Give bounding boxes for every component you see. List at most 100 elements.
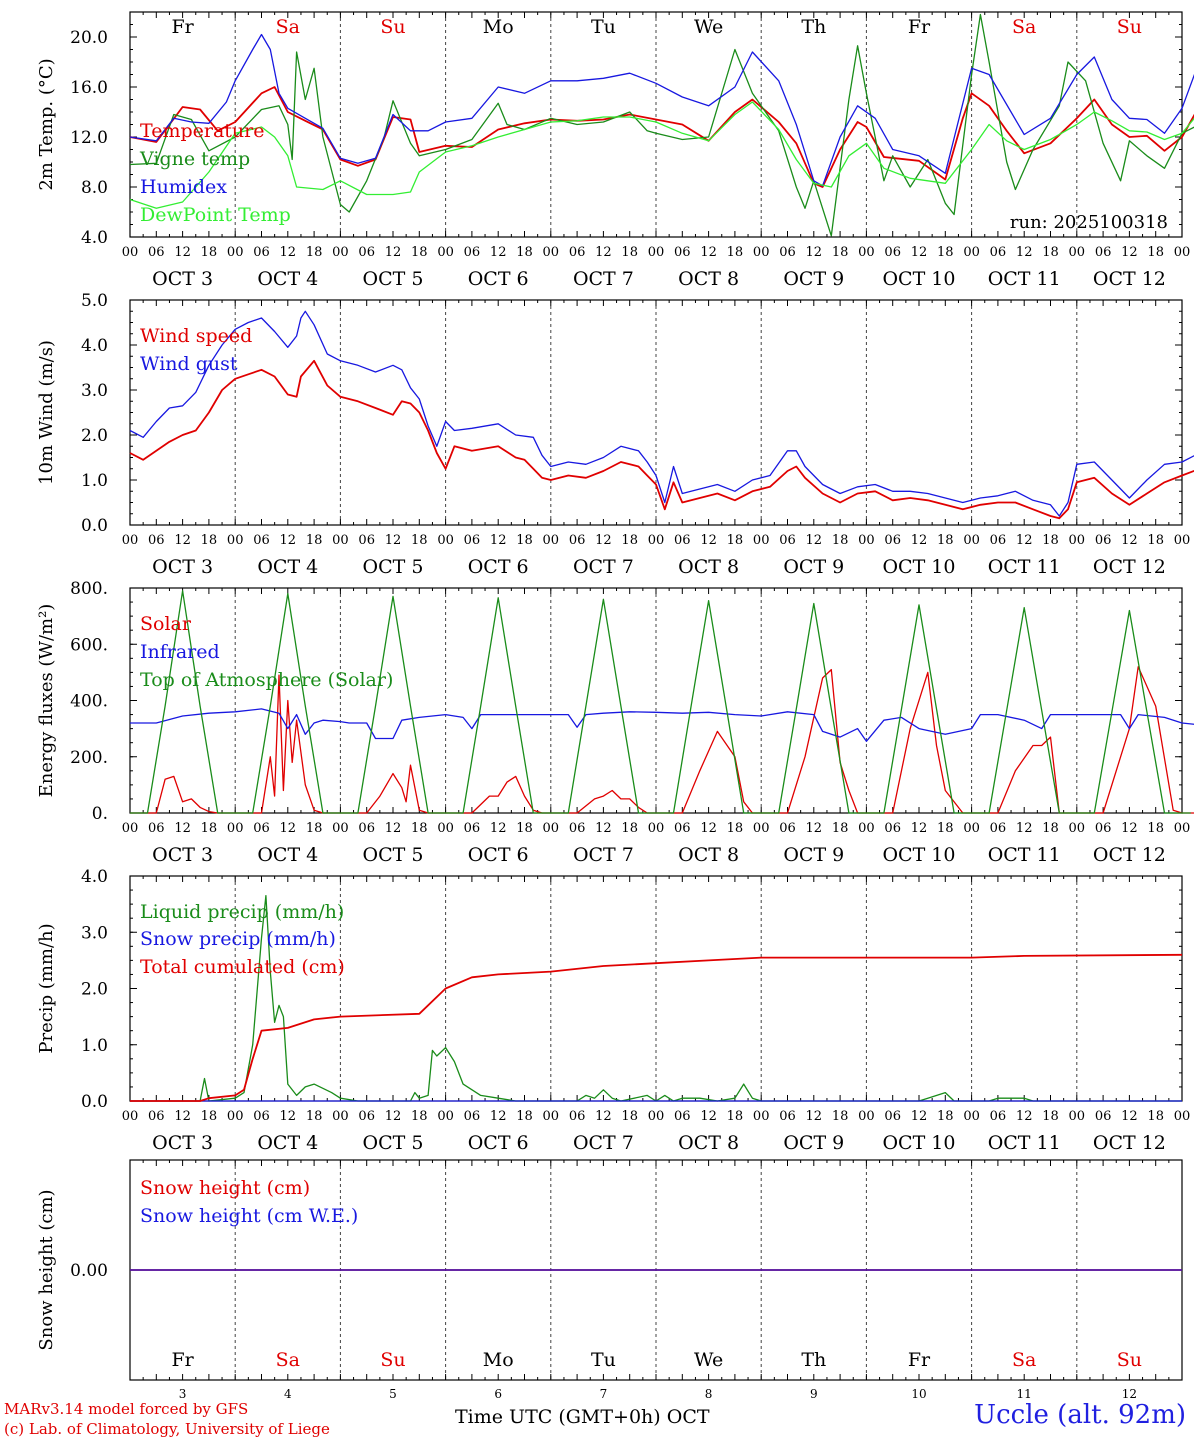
hour-tick-label: 00 bbox=[332, 1109, 349, 1124]
hour-tick-label: 06 bbox=[464, 245, 481, 260]
y-tick-label: 400. bbox=[70, 692, 108, 712]
hour-tick-label: 12 bbox=[700, 1109, 717, 1124]
hour-tick-label: 12 bbox=[911, 533, 928, 548]
hour-tick-label: 06 bbox=[884, 245, 901, 260]
hour-tick-label: 12 bbox=[806, 1109, 823, 1124]
hour-tick-label: 12 bbox=[490, 1109, 507, 1124]
hour-tick-label: 00 bbox=[858, 821, 875, 836]
hour-tick-label: 12 bbox=[280, 1109, 297, 1124]
hour-tick-label: 06 bbox=[779, 1109, 796, 1124]
y-tick-label: 3.0 bbox=[81, 381, 108, 401]
legend-entry: Snow height (cm) bbox=[140, 1177, 310, 1199]
y-tick-label: 5.0 bbox=[81, 291, 108, 311]
hour-tick-label: 18 bbox=[621, 533, 638, 548]
hour-tick-label: 06 bbox=[569, 533, 586, 548]
hour-tick-label: 06 bbox=[990, 245, 1007, 260]
hour-tick-label: 18 bbox=[1042, 245, 1059, 260]
y-tick-label: 0.00 bbox=[70, 1261, 108, 1281]
date-label: OCT 3 bbox=[152, 268, 213, 290]
hour-tick-label: 12 bbox=[385, 245, 402, 260]
series-line-infrared bbox=[130, 708, 1194, 742]
hour-tick-label: 06 bbox=[674, 1109, 691, 1124]
hour-tick-label: 18 bbox=[411, 245, 428, 260]
hour-tick-label: 06 bbox=[990, 821, 1007, 836]
hour-tick-label: 18 bbox=[306, 533, 323, 548]
date-label: OCT 4 bbox=[257, 556, 318, 578]
hour-tick-label: 00 bbox=[648, 1109, 665, 1124]
hour-tick-label: 00 bbox=[227, 245, 244, 260]
series-line-top-of-atmosphere-solar bbox=[130, 590, 1191, 814]
hour-tick-label: 06 bbox=[464, 533, 481, 548]
hour-tick-label: 12 bbox=[490, 245, 507, 260]
hour-tick-label: 18 bbox=[621, 1109, 638, 1124]
y-tick-label: 4.0 bbox=[81, 867, 108, 887]
hour-tick-label: 18 bbox=[727, 821, 744, 836]
series-line-total-cumulated-cm bbox=[130, 953, 1183, 1102]
y-tick-label: 0.0 bbox=[81, 1092, 108, 1112]
date-label: OCT 10 bbox=[882, 268, 955, 290]
series-line-vigne-temp bbox=[129, 13, 1194, 237]
hour-tick-label: 12 bbox=[700, 533, 717, 548]
hour-tick-label: 18 bbox=[201, 245, 218, 260]
legend-entry: Temperature bbox=[140, 120, 264, 142]
hour-tick-label: 12 bbox=[1121, 821, 1138, 836]
hour-tick-label: 06 bbox=[779, 821, 796, 836]
date-label: OCT 10 bbox=[882, 844, 955, 866]
hour-tick-label: 06 bbox=[884, 533, 901, 548]
weekday-label: Th bbox=[801, 1349, 826, 1371]
date-label: OCT 5 bbox=[363, 844, 424, 866]
hour-tick-label: 18 bbox=[832, 821, 849, 836]
hour-tick-label: 00 bbox=[543, 1109, 560, 1124]
hour-tick-label: 12 bbox=[1016, 533, 1033, 548]
hour-tick-label: 12 bbox=[1016, 1109, 1033, 1124]
hour-tick-label: 00 bbox=[753, 245, 770, 260]
hour-tick-label: 00 bbox=[858, 1109, 875, 1124]
series-line-dewpoint-temp bbox=[129, 101, 1194, 209]
date-label: OCT 10 bbox=[882, 1132, 955, 1154]
hour-tick-label: 12 bbox=[1121, 245, 1138, 260]
hour-tick-label: 06 bbox=[148, 821, 165, 836]
date-label: OCT 12 bbox=[1093, 844, 1166, 866]
hour-tick-label: 12 bbox=[595, 533, 612, 548]
hour-tick-label: 00 bbox=[437, 245, 454, 260]
date-label: OCT 7 bbox=[573, 844, 634, 866]
weekday-label: Sa bbox=[276, 16, 300, 38]
panel-temp: 4.0 8.0 12.0 16.0 20.0 2m Temp. (°C) Temperatu… bbox=[36, 11, 1194, 290]
station-name: Uccle (alt. 92m) bbox=[974, 1400, 1186, 1430]
hour-tick-label: 12 bbox=[1121, 1109, 1138, 1124]
hour-tick-label: 06 bbox=[358, 1109, 375, 1124]
hour-tick-label: 06 bbox=[1095, 245, 1112, 260]
date-label: OCT 12 bbox=[1093, 268, 1166, 290]
hour-tick-label: 00 bbox=[332, 533, 349, 548]
date-label: OCT 8 bbox=[678, 268, 739, 290]
hour-tick-label: 18 bbox=[1147, 533, 1164, 548]
day-number-label: 4 bbox=[284, 1387, 292, 1401]
hour-tick-label: 18 bbox=[201, 821, 218, 836]
y-tick-label: 0. bbox=[92, 804, 108, 824]
hour-tick-label: 18 bbox=[621, 245, 638, 260]
y-tick-label: 600. bbox=[70, 635, 108, 655]
y-tick-label: 3.0 bbox=[81, 923, 108, 943]
hour-tick-label: 06 bbox=[464, 821, 481, 836]
hour-tick-label: 18 bbox=[516, 245, 533, 260]
y-tick-label: 2.0 bbox=[81, 426, 108, 446]
panel-flux: 0. 200. 400. 600. 800. Energy fluxes (W/m²) So… bbox=[36, 579, 1194, 866]
day-number-label: 3 bbox=[179, 1387, 187, 1401]
date-label: OCT 5 bbox=[363, 1132, 424, 1154]
y-axis-label: 10m Wind (m/s) bbox=[36, 340, 57, 485]
date-label: OCT 4 bbox=[257, 268, 318, 290]
y-axis-label: Energy fluxes (W/m²) bbox=[36, 604, 57, 798]
hour-tick-label: 00 bbox=[437, 1109, 454, 1124]
hour-tick-label: 18 bbox=[411, 1109, 428, 1124]
hour-tick-label: 00 bbox=[963, 821, 980, 836]
hour-tick-label: 06 bbox=[990, 1109, 1007, 1124]
hour-tick-label: 12 bbox=[490, 821, 507, 836]
hour-tick-label: 00 bbox=[1069, 245, 1086, 260]
copyright: (c) Lab. of Climatology, University of L… bbox=[4, 1420, 330, 1438]
y-tick-label: 0.0 bbox=[81, 516, 108, 536]
hour-tick-label: 06 bbox=[148, 1109, 165, 1124]
hour-tick-label: 00 bbox=[1174, 821, 1191, 836]
hour-tick-label: 18 bbox=[411, 533, 428, 548]
hour-tick-label: 00 bbox=[963, 1109, 980, 1124]
weekday-label: Sa bbox=[276, 1349, 300, 1371]
